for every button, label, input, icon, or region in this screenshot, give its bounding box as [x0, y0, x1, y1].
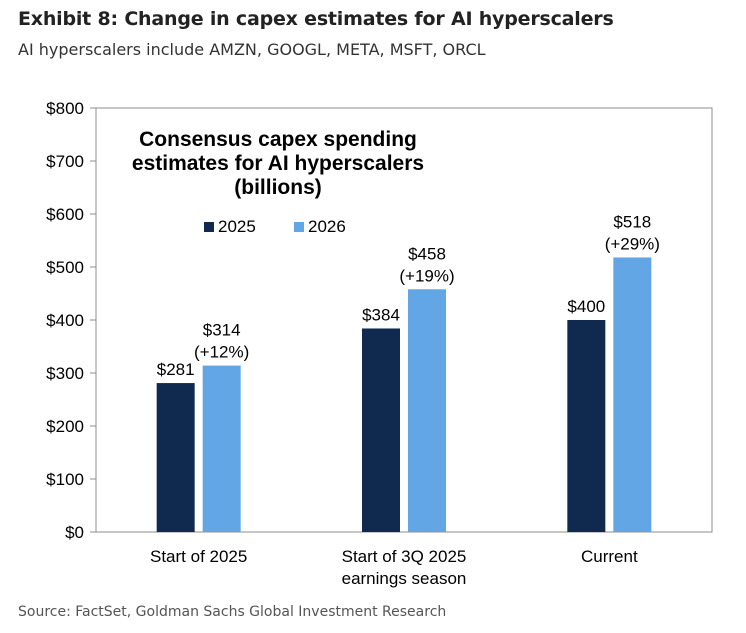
bar-2026-2: [408, 289, 446, 532]
bar-2025-2: [362, 328, 400, 532]
x-tick-label: Start of 3Q 2025: [342, 547, 467, 566]
y-tick-label: $400: [46, 311, 84, 330]
data-label: (+12%): [194, 343, 249, 362]
capex-bar-chart: $0 $100 $200 $300 $400 $500 $600 $700 $800 $281 $3…: [46, 99, 713, 588]
y-tick-label: $100: [46, 470, 84, 489]
legend-label-2025: 2025: [218, 217, 256, 236]
chart-title-line: Consensus capex spending: [139, 128, 417, 151]
legend-label-2026: 2026: [308, 217, 346, 236]
y-tick-label: $200: [46, 417, 84, 436]
chart-title-line: (billions): [234, 176, 322, 199]
data-label: $384: [362, 305, 400, 324]
data-label: (+29%): [605, 234, 660, 253]
bar-2025-1: [156, 383, 195, 532]
x-tick-label: Start of 2025: [150, 547, 247, 566]
source-note: Source: FactSet, Goldman Sachs Global In…: [18, 604, 447, 620]
y-tick-label: $500: [46, 258, 84, 277]
data-label: $314: [203, 321, 241, 340]
legend-swatch-2025: [204, 222, 214, 232]
data-label: $518: [613, 212, 651, 231]
x-tick-label: earnings season: [342, 569, 467, 588]
x-tick-label: Current: [581, 547, 638, 566]
exhibit-subtitle: AI hyperscalers include AMZN, GOOGL, MET…: [18, 40, 486, 59]
legend-swatch-2026: [294, 222, 304, 232]
y-tick-label: $300: [46, 364, 84, 383]
y-tick-label: $700: [46, 152, 84, 171]
data-label: (+19%): [399, 266, 454, 285]
bar-2025-3: [567, 320, 606, 532]
data-label: $400: [567, 297, 605, 316]
exhibit-title: Exhibit 8: Change in capex estimates for…: [18, 8, 614, 30]
data-label: $281: [157, 360, 195, 379]
bar-2026-3: [613, 257, 652, 532]
data-label: $458: [408, 244, 446, 263]
chart-title-line: estimates for AI hyperscalers: [132, 152, 424, 175]
bar-2026-1: [202, 365, 241, 532]
y-tick-label: $600: [46, 205, 84, 224]
y-tick-label: $0: [65, 523, 84, 542]
y-tick-label: $800: [46, 99, 84, 118]
